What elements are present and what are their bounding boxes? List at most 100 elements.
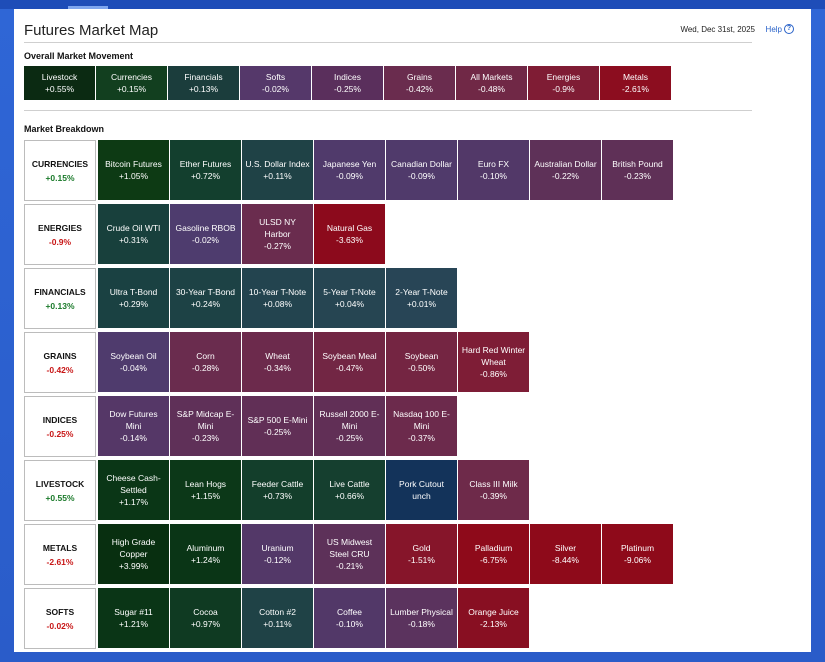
tile-cheese-cash-settled[interactable]: Cheese Cash-Settled +1.17% <box>98 460 170 521</box>
tile-russell-2000-e-mini[interactable]: Russell 2000 E-Mini -0.25% <box>314 396 386 457</box>
tile-class-iii-milk[interactable]: Class III Milk -0.39% <box>458 460 530 521</box>
tile-s-p-500-e-mini[interactable]: S&P 500 E-Mini -0.25% <box>242 396 314 457</box>
tile-wheat[interactable]: Wheat -0.34% <box>242 332 314 393</box>
category-label-energies[interactable]: ENERGIES -0.9% <box>24 204 96 265</box>
tile-5-year-t-note[interactable]: 5-Year T-Note +0.04% <box>314 268 386 329</box>
tile-canadian-dollar[interactable]: Canadian Dollar -0.09% <box>386 140 458 201</box>
tile-u-s-dollar-index[interactable]: U.S. Dollar Index +0.11% <box>242 140 314 201</box>
tile-live-cattle[interactable]: Live Cattle +0.66% <box>314 460 386 521</box>
tile-us-midwest-steel-cru[interactable]: US Midwest Steel CRU -0.21% <box>314 524 386 585</box>
tile-metals[interactable]: Metals -2.61% <box>600 66 672 101</box>
category-name: GRAINS <box>43 350 77 361</box>
tile-japanese-yen[interactable]: Japanese Yen -0.09% <box>314 140 386 201</box>
tile-soybean[interactable]: Soybean -0.50% <box>386 332 458 393</box>
tile-financials[interactable]: Financials +0.13% <box>168 66 240 101</box>
tile-livestock[interactable]: Livestock +0.55% <box>24 66 96 101</box>
tile-ulsd-ny-harbor[interactable]: ULSD NY Harbor -0.27% <box>242 204 314 265</box>
tile-change: +0.13% <box>188 84 219 94</box>
tile-10-year-t-note[interactable]: 10-Year T-Note +0.08% <box>242 268 314 329</box>
tile-change: +0.72% <box>190 171 221 181</box>
tile-lumber-physical[interactable]: Lumber Physical -0.18% <box>386 588 458 649</box>
tile-name: Dow Futures Mini <box>109 409 158 431</box>
tile-bitcoin-futures[interactable]: Bitcoin Futures +1.05% <box>98 140 170 201</box>
tile-change: -0.86% <box>480 369 507 379</box>
tile-change: -1.51% <box>408 555 435 565</box>
tile-30-year-t-bond[interactable]: 30-Year T-Bond +0.24% <box>170 268 242 329</box>
category-label-grains[interactable]: GRAINS -0.42% <box>24 332 96 393</box>
tile-gasoline-rbob[interactable]: Gasoline RBOB -0.02% <box>170 204 242 265</box>
tile-energies[interactable]: Energies -0.9% <box>528 66 600 101</box>
help-link[interactable]: Help ? <box>766 24 794 34</box>
tile-gold[interactable]: Gold -1.51% <box>386 524 458 585</box>
overall-tiles: Livestock +0.55% Currencies +0.15% Financial… <box>24 66 672 101</box>
tile-uranium[interactable]: Uranium -0.12% <box>242 524 314 585</box>
row-metals: METALS -2.61% High Grade Copper +3.99% Alumi… <box>24 524 674 585</box>
category-change: -0.02% <box>46 620 74 631</box>
tile-name: High Grade Copper <box>111 537 156 559</box>
tile-change: -0.25% <box>336 433 363 443</box>
tile-feeder-cattle[interactable]: Feeder Cattle +0.73% <box>242 460 314 521</box>
tile-aluminum[interactable]: Aluminum +1.24% <box>170 524 242 585</box>
tile-name: Corn <box>196 351 215 361</box>
tile-name: Ultra T-Bond <box>109 287 158 297</box>
category-label-currencies[interactable]: CURRENCIES +0.15% <box>24 140 96 201</box>
tile-cotton-2[interactable]: Cotton #2 +0.11% <box>242 588 314 649</box>
category-change: -2.61% <box>46 556 74 567</box>
tile-name: S&P 500 E-Mini <box>247 415 308 425</box>
tile-name: Crude Oil WTI <box>106 223 161 233</box>
tile-hard-red-winter-wheat[interactable]: Hard Red Winter Wheat -0.86% <box>458 332 530 393</box>
tile-softs[interactable]: Softs -0.02% <box>240 66 312 101</box>
tile-lean-hogs[interactable]: Lean Hogs +1.15% <box>170 460 242 521</box>
category-label-financials[interactable]: FINANCIALS +0.13% <box>24 268 96 329</box>
tile-change: +0.11% <box>263 171 292 181</box>
tile-orange-juice[interactable]: Orange Juice -2.13% <box>458 588 530 649</box>
tile-grains[interactable]: Grains -0.42% <box>384 66 456 101</box>
category-name: LIVESTOCK <box>35 478 85 489</box>
question-icon[interactable]: ? <box>784 24 794 34</box>
tile-cocoa[interactable]: Cocoa +0.97% <box>170 588 242 649</box>
tile-change: unch <box>412 491 431 501</box>
category-label-indices[interactable]: INDICES -0.25% <box>24 396 96 457</box>
tile-natural-gas[interactable]: Natural Gas -3.63% <box>314 204 386 265</box>
tile-coffee[interactable]: Coffee -0.10% <box>314 588 386 649</box>
tile-currencies[interactable]: Currencies +0.15% <box>96 66 168 101</box>
tile-2-year-t-note[interactable]: 2-Year T-Note +0.01% <box>386 268 458 329</box>
tile-name: Russell 2000 E-Mini <box>319 409 380 431</box>
tile-change: +0.08% <box>262 299 293 309</box>
help-label[interactable]: Help <box>765 24 782 34</box>
tile-crude-oil-wti[interactable]: Crude Oil WTI +0.31% <box>98 204 170 265</box>
tile-high-grade-copper[interactable]: High Grade Copper +3.99% <box>98 524 170 585</box>
tile-change: -0.25% <box>334 84 361 94</box>
tile-name: Gold <box>412 543 431 553</box>
tile-nasdaq-100-e-mini[interactable]: Nasdaq 100 E-Mini -0.37% <box>386 396 458 457</box>
tile-british-pound[interactable]: British Pound -0.23% <box>602 140 674 201</box>
tile-palladium[interactable]: Palladium -6.75% <box>458 524 530 585</box>
category-label-softs[interactable]: SOFTS -0.02% <box>24 588 96 649</box>
tile-ether-futures[interactable]: Ether Futures +0.72% <box>170 140 242 201</box>
category-change: +0.15% <box>45 172 75 183</box>
overall-section-title: Overall Market Movement <box>24 51 134 61</box>
tile-euro-fx[interactable]: Euro FX -0.10% <box>458 140 530 201</box>
tile-soybean-oil[interactable]: Soybean Oil -0.04% <box>98 332 170 393</box>
section-divider <box>24 110 752 111</box>
tile-australian-dollar[interactable]: Australian Dollar -0.22% <box>530 140 602 201</box>
category-label-metals[interactable]: METALS -2.61% <box>24 524 96 585</box>
tile-indices[interactable]: Indices -0.25% <box>312 66 384 101</box>
tile-platinum[interactable]: Platinum -9.06% <box>602 524 674 585</box>
tile-s-p-midcap-e-mini[interactable]: S&P Midcap E-Mini -0.23% <box>170 396 242 457</box>
tile-silver[interactable]: Silver -8.44% <box>530 524 602 585</box>
tile-change: +1.17% <box>118 497 149 507</box>
tile-name: Metals <box>622 72 649 82</box>
tile-change: +0.55% <box>44 84 75 94</box>
tile-change: +0.66% <box>334 491 365 501</box>
tile-dow-futures-mini[interactable]: Dow Futures Mini -0.14% <box>98 396 170 457</box>
tile-pork-cutout[interactable]: Pork Cutout unch <box>386 460 458 521</box>
tile-all-markets[interactable]: All Markets -0.48% <box>456 66 528 101</box>
tile-corn[interactable]: Corn -0.28% <box>170 332 242 393</box>
tile-ultra-t-bond[interactable]: Ultra T-Bond +0.29% <box>98 268 170 329</box>
tile-change: -0.04% <box>120 363 147 373</box>
category-label-livestock[interactable]: LIVESTOCK +0.55% <box>24 460 96 521</box>
tile-soybean-meal[interactable]: Soybean Meal -0.47% <box>314 332 386 393</box>
tile-sugar-11[interactable]: Sugar #11 +1.21% <box>98 588 170 649</box>
tile-change: +0.31% <box>118 235 149 245</box>
